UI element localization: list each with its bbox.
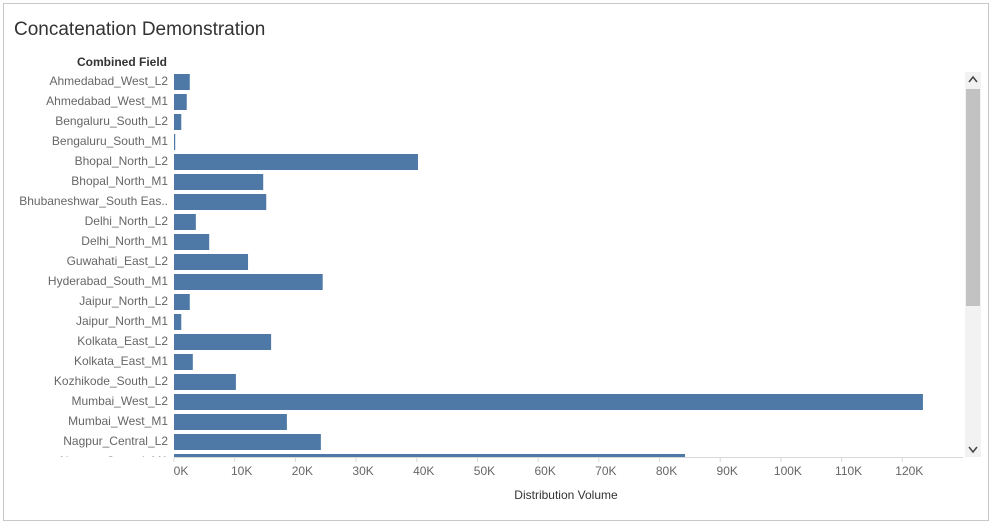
bar bbox=[174, 414, 287, 430]
bar bbox=[174, 254, 249, 270]
frame bbox=[3, 3, 989, 521]
bar bbox=[174, 74, 190, 90]
row-label: Nagpur_Central_L2 bbox=[63, 434, 168, 448]
row-label: Delhi_North_L2 bbox=[85, 214, 169, 228]
row-label: Bhopal_North_L2 bbox=[75, 154, 169, 168]
scroll-up[interactable] bbox=[968, 75, 978, 83]
row-label: Bengaluru_South_L2 bbox=[55, 114, 168, 128]
bar bbox=[174, 114, 182, 130]
row-label: Kozhikode_South_L2 bbox=[54, 374, 168, 388]
row-label: Bhubaneshwar_South Eas.. bbox=[19, 194, 168, 208]
row-label: Hyderabad_South_M1 bbox=[48, 274, 168, 288]
scroll-down[interactable] bbox=[968, 446, 978, 454]
x-tick-label: 110K bbox=[835, 464, 862, 478]
row-label: Guwahati_East_L2 bbox=[67, 254, 169, 268]
row-label: Kolkata_East_L2 bbox=[77, 334, 168, 348]
bar bbox=[174, 274, 323, 290]
rows: Ahmedabad_West_L2 Ahmedabad_West_M1 Bengal… bbox=[19, 74, 923, 468]
bar bbox=[174, 234, 210, 250]
x-tick-label: 90K bbox=[717, 464, 738, 478]
row-label: Delhi_North_M1 bbox=[81, 234, 168, 248]
bar bbox=[174, 314, 182, 330]
row-label: Jaipur_North_L2 bbox=[79, 294, 168, 308]
x-axis-title: Distribution Volume bbox=[514, 488, 618, 502]
scroll-thumb[interactable] bbox=[966, 89, 980, 306]
x-tick-label: 60K bbox=[534, 464, 555, 478]
row-label: Bengaluru_South_M1 bbox=[52, 134, 168, 148]
x-tick-label: 50K bbox=[474, 464, 495, 478]
bar bbox=[174, 354, 193, 370]
x-tick-label: 80K bbox=[656, 464, 677, 478]
row-label: Kolkata_East_M1 bbox=[74, 354, 168, 368]
x-tick-label: 40K bbox=[413, 464, 434, 478]
row-label: Mumbai_West_L2 bbox=[72, 394, 169, 408]
x-tick-label: 100K bbox=[774, 464, 802, 478]
bar bbox=[174, 174, 264, 190]
x-tick-label: 30K bbox=[352, 464, 373, 478]
row-label: Mumbai_West_M1 bbox=[68, 414, 168, 428]
row-label: Ahmedabad_West_L2 bbox=[49, 74, 168, 88]
bar bbox=[174, 154, 418, 170]
row-label: Ahmedabad_West_M1 bbox=[46, 94, 168, 108]
x-tick-label: 120K bbox=[895, 464, 923, 478]
bar bbox=[174, 194, 267, 210]
x-tick-label: 70K bbox=[595, 464, 616, 478]
chart-title: Concatenation Demonstration bbox=[14, 19, 265, 40]
x-tick-label: 10K bbox=[231, 464, 252, 478]
bar bbox=[174, 294, 190, 310]
bar bbox=[174, 214, 196, 230]
bar bbox=[174, 434, 321, 450]
row-label: Nagpur_Central_M1 bbox=[60, 454, 168, 468]
bar bbox=[174, 334, 272, 350]
bar bbox=[174, 394, 923, 410]
bar bbox=[174, 94, 187, 110]
row-header: Combined Field bbox=[77, 55, 167, 69]
bar bbox=[174, 454, 686, 457]
row-label: Bhopal_North_M1 bbox=[71, 174, 168, 188]
row-label: Jaipur_North_M1 bbox=[76, 314, 168, 328]
scrollbar[interactable] bbox=[965, 72, 981, 457]
bar bbox=[174, 134, 176, 150]
x-tick-label: 0K bbox=[174, 464, 189, 478]
bar bbox=[174, 374, 236, 390]
x-tick-label: 20K bbox=[292, 464, 313, 478]
